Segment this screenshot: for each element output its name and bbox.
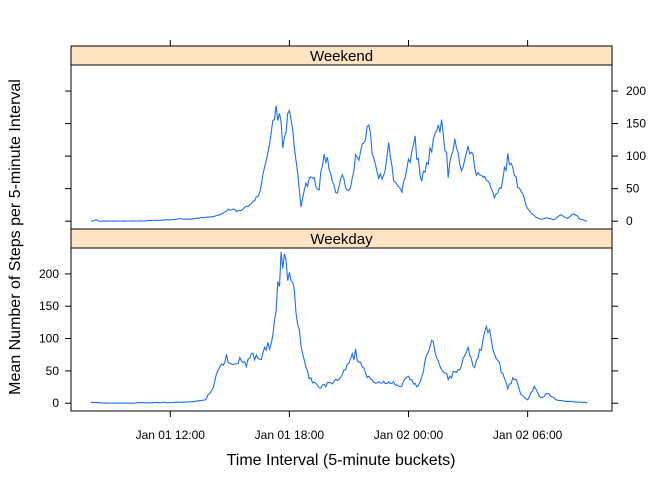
y-tick-label-weekday: 100 xyxy=(39,332,59,346)
panel-frame-weekend xyxy=(70,64,613,230)
series-line-weekday xyxy=(90,251,588,404)
y-tick-label-weekday: 150 xyxy=(39,299,59,313)
x-tick-label: Jan 01 12:00 xyxy=(136,428,206,442)
y-tick-label-weekday: 0 xyxy=(52,396,59,410)
y-tick-label-weekend: 100 xyxy=(626,149,646,163)
strip-label-weekend: Weekend xyxy=(310,48,373,65)
panel-frame-weekday xyxy=(70,247,613,412)
y-tick-label-weekend: 200 xyxy=(626,84,646,98)
panels-layer: Weekend 0 50 100 150 200 Weekday 0 50 100 150 200 Ja… xyxy=(39,40,646,442)
y-tick-label-weekday: 200 xyxy=(39,267,59,281)
x-tick-label: Jan 01 18:00 xyxy=(255,428,325,442)
y-axis-title: Mean Number of Steps per 5-minute Interv… xyxy=(7,79,24,395)
series-line-weekend xyxy=(90,105,588,222)
y-tick-label-weekday: 50 xyxy=(46,364,60,378)
y-tick-label-weekend: 50 xyxy=(626,182,640,196)
x-tick-label: Jan 02 06:00 xyxy=(493,428,563,442)
y-tick-label-weekend: 150 xyxy=(626,117,646,131)
strip-label-weekday: Weekday xyxy=(310,231,373,248)
y-tick-label-weekend: 0 xyxy=(626,214,633,228)
x-tick-label: Jan 02 00:00 xyxy=(374,428,444,442)
x-axis-title: Time Interval (5-minute buckets) xyxy=(227,452,456,469)
